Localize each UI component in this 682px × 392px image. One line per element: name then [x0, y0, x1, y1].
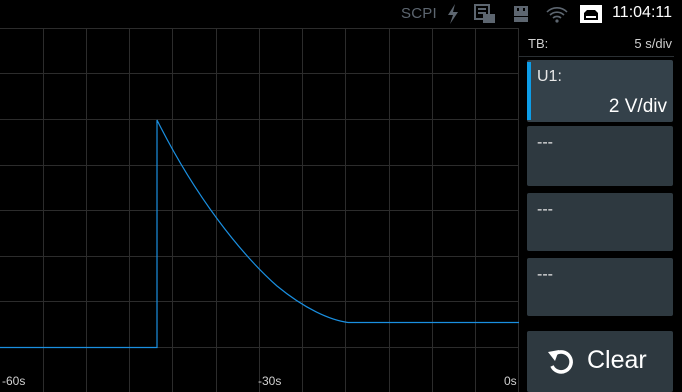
clear-button[interactable]: Clear	[527, 331, 673, 392]
lightning-icon	[448, 4, 458, 24]
timebase-value: 5 s/div	[634, 36, 672, 51]
waveform-trace-u1	[0, 119, 519, 349]
active-channel-indicator	[527, 62, 531, 120]
status-bar: SCPI 11:04:11	[0, 0, 682, 28]
undo-arrow-icon	[548, 350, 573, 374]
channel-slot-4[interactable]: ---	[527, 258, 673, 316]
timebase-display[interactable]: TB: 5 s/div	[519, 28, 674, 57]
channel-name: ---	[537, 201, 553, 218]
wifi-icon	[546, 7, 568, 23]
timebase-label: TB:	[528, 36, 549, 51]
channel-scale: 2 V/div	[608, 96, 667, 117]
channel-name: ---	[537, 134, 553, 151]
side-panel: TB: 5 s/div U1: 2 V/div --- --- --- Clea…	[519, 28, 682, 392]
plot-canvas	[0, 28, 519, 392]
waveform-plot[interactable]: -60s -30s 0s	[0, 28, 519, 392]
logger-icon	[474, 4, 495, 23]
clear-button-label: Clear	[587, 346, 647, 374]
x-tick-label: -60s	[2, 374, 26, 388]
scpi-indicator: SCPI	[401, 5, 437, 22]
channel-slot-u1[interactable]: U1: 2 V/div	[527, 60, 673, 122]
clock: 11:04:11	[612, 4, 672, 21]
x-tick-label: 0s	[504, 374, 517, 388]
usb-drive-icon	[514, 6, 528, 22]
channel-name: U1:	[537, 68, 562, 85]
channel-name: ---	[537, 266, 553, 283]
ethernet-icon	[580, 5, 602, 23]
channel-slot-3[interactable]: ---	[527, 193, 673, 251]
channel-slot-2[interactable]: ---	[527, 126, 673, 186]
plot-grid	[0, 28, 519, 392]
x-tick-label: -30s	[258, 374, 282, 388]
